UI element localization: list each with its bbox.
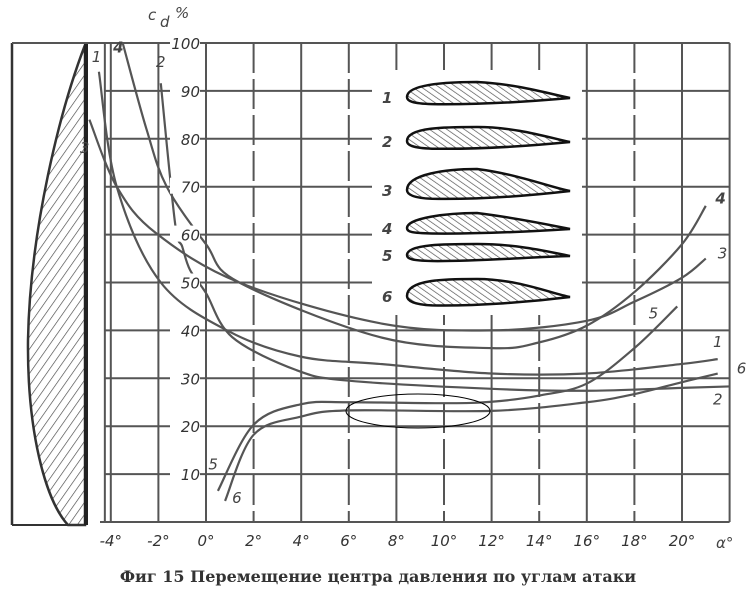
- y-axis-label-main: c: [148, 6, 157, 24]
- x-tick-label: 6°: [340, 532, 357, 550]
- y-tick-bg: [170, 465, 200, 482]
- airfoil-label: 4: [381, 220, 392, 238]
- x-tick-label: 8°: [388, 532, 405, 550]
- curve-label-1: 1: [92, 48, 102, 66]
- y-tick-bg: [170, 81, 200, 98]
- figure-caption: Фиг 15 Перемещение центра давления по уг…: [120, 567, 636, 586]
- y-tick-bg: [170, 129, 200, 146]
- curve-label-3: 3: [718, 245, 728, 263]
- y-tick-bg: [170, 273, 200, 290]
- curve-label-4: 4: [714, 189, 725, 207]
- airfoil-profile-3: [405, 167, 571, 201]
- airfoil-label: 2: [382, 133, 392, 151]
- tick-labels: -4° -2° 0° 2° 4° 6° 8° 10° 12° 14° 16° 18° 20° 10 20 30…: [100, 34, 696, 550]
- curve-label-4: 4: [112, 39, 123, 57]
- hatched-section-shape: [26, 44, 87, 527]
- curve-4: [121, 42, 707, 350]
- y-tick-label: 90: [181, 83, 200, 101]
- x-tick-label: -4°: [100, 532, 122, 550]
- x-tick-label: 18°: [621, 532, 648, 550]
- airfoil-label: 3: [382, 182, 392, 200]
- airfoil-profile-1: [405, 80, 571, 106]
- x-tick-label: -2°: [147, 532, 169, 550]
- airfoil-profile-2: [405, 125, 571, 151]
- y-tick-label: 80: [181, 131, 200, 149]
- curve-label-6: 6: [232, 489, 242, 507]
- y-tick-bg: [170, 417, 200, 434]
- grid: [12, 42, 731, 523]
- x-tick-label: 20°: [669, 532, 696, 550]
- curve-2: [159, 83, 730, 392]
- x-axis-label: α°: [716, 534, 733, 552]
- y-tick-bg: [170, 321, 200, 338]
- left-section-diagram: [10, 43, 88, 527]
- x-tick-label: 2°: [245, 532, 262, 550]
- airfoil-profiles-inset: 1 2 3 4 5 6: [381, 80, 571, 307]
- y-tick-label: 70: [181, 179, 200, 197]
- curve-5: [216, 305, 679, 492]
- curve-label-3: 3: [80, 139, 90, 157]
- y-axis-label: c d %: [148, 4, 189, 31]
- curve-1: [97, 71, 718, 376]
- curve-6: [224, 372, 718, 502]
- y-tick-label: 40: [181, 322, 200, 340]
- airfoil-profile-5: [405, 242, 571, 263]
- x-tick-label: 12°: [478, 532, 505, 550]
- x-tick-label: 4°: [293, 532, 310, 550]
- curve-label-5: 5: [649, 304, 659, 322]
- y-tick-bg: [170, 177, 200, 194]
- airfoil-label: 1: [382, 89, 392, 107]
- airfoil-profile-6: [405, 277, 571, 307]
- y-tick-label: 50: [181, 275, 200, 293]
- airfoil-label: 5: [382, 247, 392, 265]
- curve-label-6: 6: [737, 360, 747, 378]
- x-tick-label: 0°: [197, 532, 214, 550]
- y-tick-label: 10: [181, 466, 200, 484]
- y-axis-label-unit: %: [175, 4, 189, 22]
- y-tick-bg: [170, 34, 200, 50]
- x-tick-label: 16°: [574, 532, 601, 550]
- curve-label-2: 2: [156, 53, 166, 71]
- curve-3: [88, 119, 707, 332]
- y-tick-label: 60: [181, 227, 200, 245]
- x-tick-label: 14°: [526, 532, 553, 550]
- x-tick-label: 10°: [431, 532, 458, 550]
- airfoil-profile-4: [405, 211, 571, 235]
- airfoil-label: 6: [382, 288, 392, 306]
- curve-label-5: 5: [208, 455, 218, 473]
- y-tick-label: 20: [181, 418, 200, 436]
- y-tick-label: 100: [171, 35, 200, 53]
- y-tick-label: 30: [181, 370, 200, 388]
- y-tick-bg: [170, 225, 200, 242]
- y-axis-label-sub: d: [160, 13, 170, 31]
- curve-label-2: 2: [713, 391, 723, 409]
- y-tick-bg: [170, 369, 200, 386]
- curve-label-1: 1: [713, 333, 723, 351]
- highlight-ellipse: [345, 393, 491, 429]
